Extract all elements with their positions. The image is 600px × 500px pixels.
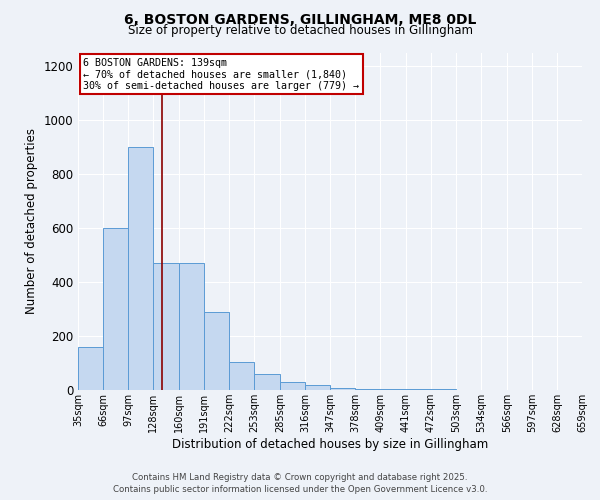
Bar: [330, 388, 355, 390]
Bar: [229, 362, 254, 390]
Bar: [103, 228, 128, 390]
Text: Contains HM Land Registry data © Crown copyright and database right 2025.
Contai: Contains HM Land Registry data © Crown c…: [113, 473, 487, 494]
Bar: [355, 388, 380, 390]
Bar: [179, 263, 204, 390]
X-axis label: Distribution of detached houses by size in Gillingham: Distribution of detached houses by size …: [172, 438, 488, 451]
Bar: [78, 347, 103, 390]
Bar: [204, 312, 229, 390]
Text: Size of property relative to detached houses in Gillingham: Size of property relative to detached ho…: [128, 24, 473, 37]
Bar: [406, 389, 431, 390]
Bar: [280, 382, 305, 390]
Text: 6, BOSTON GARDENS, GILLINGHAM, ME8 0DL: 6, BOSTON GARDENS, GILLINGHAM, ME8 0DL: [124, 12, 476, 26]
Y-axis label: Number of detached properties: Number of detached properties: [25, 128, 38, 314]
Bar: [128, 147, 153, 390]
Bar: [153, 263, 179, 390]
Bar: [254, 374, 280, 390]
Bar: [305, 384, 330, 390]
Bar: [380, 389, 406, 390]
Text: 6 BOSTON GARDENS: 139sqm
← 70% of detached houses are smaller (1,840)
30% of sem: 6 BOSTON GARDENS: 139sqm ← 70% of detach…: [83, 58, 359, 91]
